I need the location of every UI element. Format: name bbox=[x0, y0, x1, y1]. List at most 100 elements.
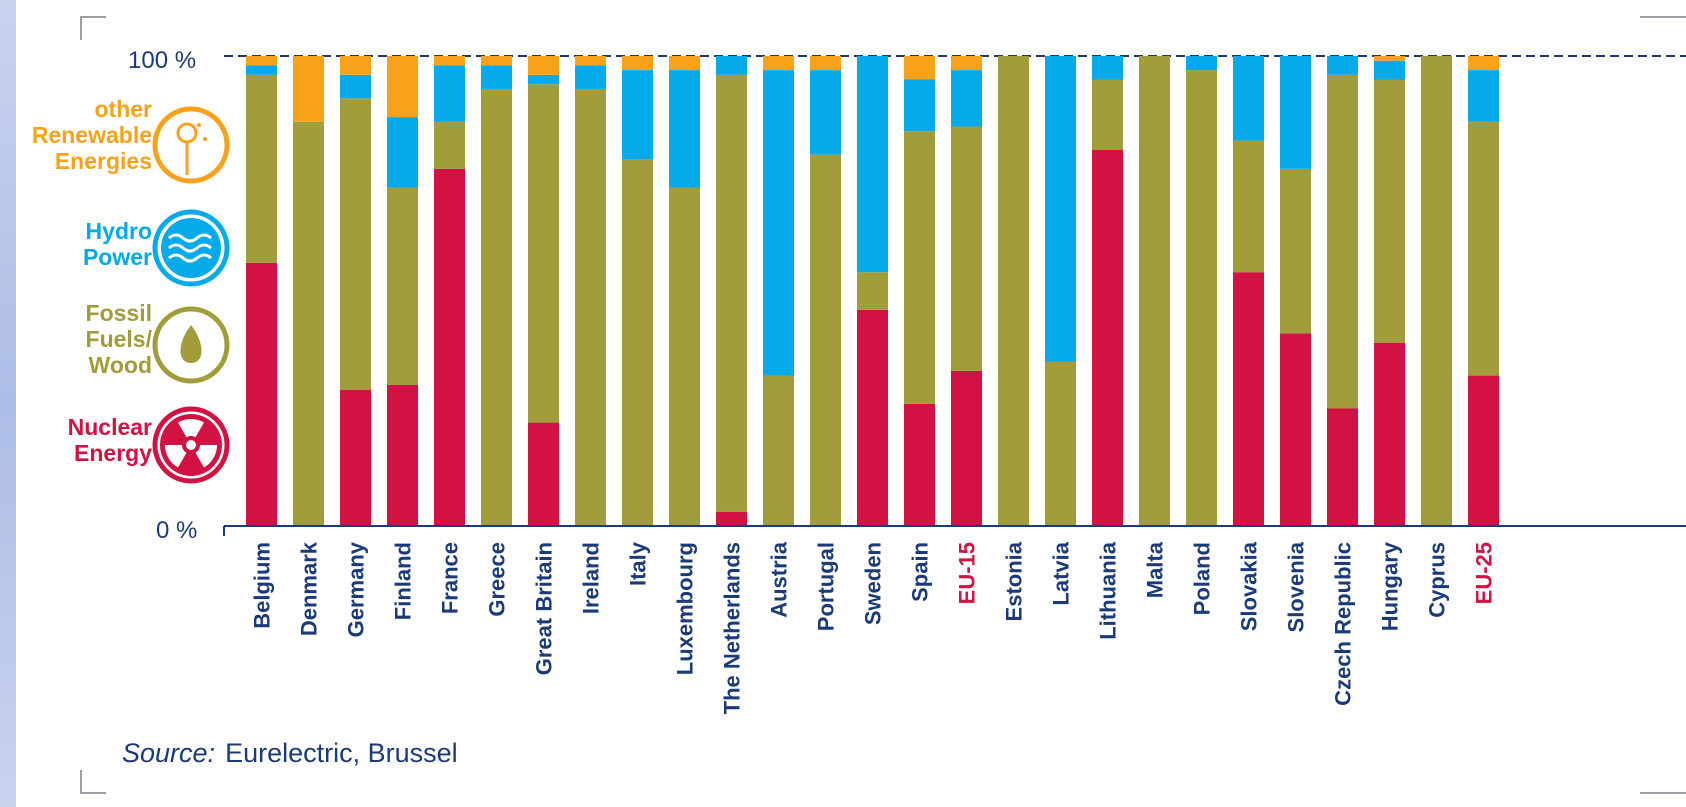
bar-segment-germany-nuclear-energy bbox=[340, 389, 371, 526]
bar-the-netherlands bbox=[716, 56, 747, 526]
bar-segment-czech-republic-fossil-fuels-wood bbox=[1327, 74, 1358, 409]
bar-eu-15 bbox=[951, 56, 982, 526]
bar-austria bbox=[763, 56, 794, 526]
bar-segment-finland-hydro-power bbox=[387, 117, 418, 188]
bar-segment-lithuania-fossil-fuels-wood bbox=[1092, 79, 1123, 150]
hydro-wave-line bbox=[168, 233, 212, 243]
bar-segment-the-netherlands-fossil-fuels-wood bbox=[716, 74, 747, 512]
bar-segment-latvia-fossil-fuels-wood bbox=[1045, 361, 1076, 526]
hydro-fill bbox=[161, 218, 221, 278]
bar-segment-slovenia-nuclear-energy bbox=[1280, 333, 1311, 526]
legend-label-line: Power bbox=[82, 244, 152, 270]
bar-segment-great-britain-other-renewable-energies bbox=[528, 56, 559, 75]
legend-label-fossil-fuels-wood: Fossil Fuels/Wood bbox=[86, 300, 152, 378]
bar-latvia bbox=[1045, 56, 1076, 526]
bar-segment-hungary-fossil-fuels-wood bbox=[1374, 79, 1405, 343]
x-tick-label-ireland: Ireland bbox=[579, 542, 604, 614]
bar-segment-portugal-hydro-power bbox=[810, 70, 841, 155]
bar-segment-cyprus-fossil-fuels-wood bbox=[1421, 56, 1452, 526]
legend-icon-ring bbox=[152, 106, 230, 184]
legend-label-line: Hydro bbox=[85, 218, 152, 244]
legend-label-line: Fossil bbox=[85, 300, 152, 326]
bar-lithuania bbox=[1092, 56, 1123, 526]
bar-italy bbox=[622, 56, 653, 526]
bar-segment-france-nuclear-energy bbox=[434, 168, 465, 527]
bar-belgium bbox=[246, 56, 277, 526]
bar-poland bbox=[1186, 56, 1217, 526]
x-tick-label-spain: Spain bbox=[908, 542, 933, 602]
bar-segment-czech-republic-hydro-power bbox=[1327, 56, 1358, 75]
x-tick-label-czech-republic: Czech Republic bbox=[1331, 542, 1356, 706]
hydro-wave-line bbox=[168, 253, 212, 263]
bar-segment-italy-fossil-fuels-wood bbox=[622, 159, 653, 526]
x-tick-label-eu-15: EU-15 bbox=[955, 542, 980, 604]
bar-segment-greece-fossil-fuels-wood bbox=[481, 88, 512, 527]
bar-hungary bbox=[1374, 56, 1405, 526]
bar-segment-slovakia-hydro-power bbox=[1233, 56, 1264, 141]
bar-segment-belgium-nuclear-energy bbox=[246, 262, 277, 526]
legend-label-nuclear-energy: Nuclear Energy bbox=[68, 414, 152, 466]
bar-estonia bbox=[998, 56, 1029, 526]
bar-luxembourg bbox=[669, 56, 700, 526]
bar-segment-germany-hydro-power bbox=[340, 74, 371, 99]
water-waves-icon bbox=[152, 209, 230, 287]
bar-segment-denmark-fossil-fuels-wood bbox=[293, 121, 324, 527]
source-value: Eurelectric, Brussel bbox=[225, 738, 458, 768]
legend-label-line: Energies bbox=[54, 148, 152, 174]
bar-segment-portugal-other-renewable-energies bbox=[810, 56, 841, 71]
legend-label-line: Wood bbox=[88, 352, 152, 378]
bar-malta bbox=[1139, 56, 1170, 526]
bar-segment-eu-15-fossil-fuels-wood bbox=[951, 126, 982, 371]
bar-germany bbox=[340, 56, 371, 526]
bar-segment-eu-25-other-renewable-energies bbox=[1468, 56, 1499, 71]
bar-finland bbox=[387, 56, 418, 526]
x-tick-label-the-netherlands: The Netherlands bbox=[720, 542, 745, 714]
bar-segment-italy-hydro-power bbox=[622, 70, 653, 160]
y-axis-top-tick-label: 100 % bbox=[128, 47, 197, 74]
frame-corner-bottom-left bbox=[80, 770, 106, 794]
x-tick-label-italy: Italy bbox=[626, 541, 651, 586]
bar-segment-great-britain-fossil-fuels-wood bbox=[528, 84, 559, 423]
x-tick-label-slovenia: Slovenia bbox=[1284, 541, 1309, 632]
bar-segment-austria-other-renewable-energies bbox=[763, 56, 794, 71]
radiation-center bbox=[186, 440, 196, 450]
x-tick-label-germany: Germany bbox=[344, 541, 369, 637]
radiation-blade bbox=[195, 445, 217, 468]
bar-segment-malta-fossil-fuels-wood bbox=[1139, 56, 1170, 526]
bar-segment-hungary-other-renewable-energies bbox=[1374, 56, 1405, 61]
bar-segment-eu-25-hydro-power bbox=[1468, 70, 1499, 122]
bar-segment-hungary-hydro-power bbox=[1374, 60, 1405, 80]
x-tick-label-latvia: Latvia bbox=[1049, 541, 1074, 605]
bar-segment-belgium-fossil-fuels-wood bbox=[246, 74, 277, 263]
x-tick-label-poland: Poland bbox=[1190, 542, 1215, 615]
bar-segment-sweden-hydro-power bbox=[857, 56, 888, 273]
bar-segment-the-netherlands-hydro-power bbox=[716, 56, 747, 75]
bar-segment-slovakia-fossil-fuels-wood bbox=[1233, 140, 1264, 273]
bar-slovenia bbox=[1280, 56, 1311, 526]
bar-segment-spain-fossil-fuels-wood bbox=[904, 131, 935, 404]
bar-france bbox=[434, 56, 465, 527]
x-tick-label-estonia: Estonia bbox=[1002, 541, 1027, 621]
turbine-dot bbox=[203, 137, 207, 141]
x-tick-label-belgium: Belgium bbox=[250, 542, 275, 629]
hydro-wave-line bbox=[168, 243, 212, 253]
bar-segment-greece-hydro-power bbox=[481, 65, 512, 89]
bar-segment-portugal-fossil-fuels-wood bbox=[810, 154, 841, 526]
bar-denmark bbox=[293, 56, 324, 527]
bar-segment-greece-other-renewable-energies bbox=[481, 56, 512, 66]
x-tick-label-cyprus: Cyprus bbox=[1425, 542, 1450, 618]
bar-eu-25 bbox=[1468, 56, 1499, 526]
x-tick-label-great-britain: Great Britain bbox=[532, 542, 557, 675]
bar-slovakia bbox=[1233, 56, 1264, 526]
bar-ireland bbox=[575, 56, 606, 527]
bar-segment-poland-hydro-power bbox=[1186, 56, 1217, 71]
bar-segment-luxembourg-hydro-power bbox=[669, 70, 700, 188]
bar-segment-luxembourg-other-renewable-energies bbox=[669, 56, 700, 71]
x-tick-label-sweden: Sweden bbox=[861, 542, 886, 625]
source-key: Source: bbox=[122, 738, 216, 768]
bar-great-britain bbox=[528, 56, 559, 526]
bar-segment-luxembourg-fossil-fuels-wood bbox=[669, 187, 700, 526]
bar-segment-lithuania-nuclear-energy bbox=[1092, 150, 1123, 526]
legend-label-line: Nuclear bbox=[67, 414, 152, 440]
